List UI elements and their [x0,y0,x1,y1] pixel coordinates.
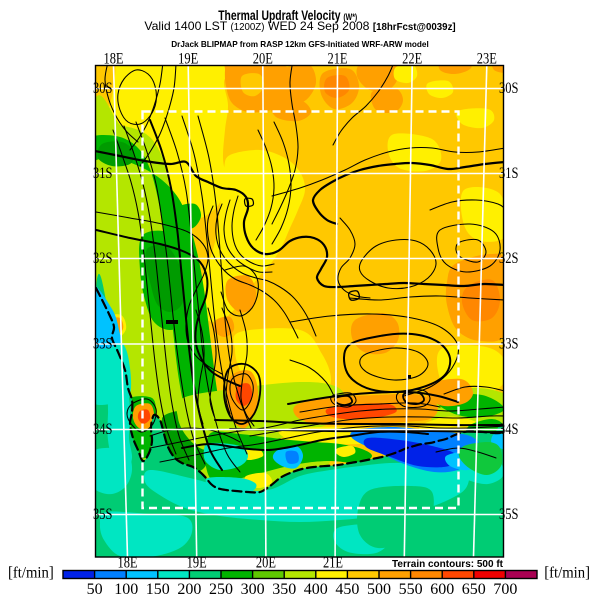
svg-text:35S: 35S [499,506,518,524]
svg-text:21E: 21E [323,554,343,572]
svg-text:Valid 1400 LST (1200Z) WED 24: Valid 1400 LST (1200Z) WED 24 Sep 2008 [… [144,19,455,33]
svg-text:31S: 31S [93,165,112,183]
svg-text:550: 550 [399,581,423,598]
svg-text:34S: 34S [93,421,112,439]
svg-text:18E: 18E [103,50,123,68]
svg-text:30S: 30S [499,80,518,98]
svg-text:34S: 34S [499,421,518,439]
svg-text:19E: 19E [178,50,198,68]
svg-text:21E: 21E [327,50,347,68]
svg-text:150: 150 [146,581,170,598]
svg-text:35S: 35S [93,506,112,524]
svg-text:300: 300 [241,581,265,598]
svg-text:DrJack BLIPMAP from RASP 12km: DrJack BLIPMAP from RASP 12km GFS-Initia… [171,40,429,49]
svg-text:32S: 32S [499,250,518,268]
svg-text:20E: 20E [256,554,276,572]
svg-text:200: 200 [177,581,201,598]
svg-text:Thermal Updraft Velocity (W*): Thermal Updraft Velocity (W*) [218,8,357,24]
svg-text:19E: 19E [187,554,207,572]
svg-text:700: 700 [493,581,517,598]
svg-text:31S: 31S [499,165,518,183]
svg-text:650: 650 [462,581,486,598]
svg-text:32S: 32S [93,250,112,268]
svg-text:250: 250 [209,581,233,598]
svg-text:50: 50 [87,581,103,598]
svg-text:23E: 23E [477,50,497,68]
svg-text:600: 600 [430,581,454,598]
svg-text:500: 500 [367,581,391,598]
svg-text:[ft/min]: [ft/min] [8,564,54,582]
svg-text:400: 400 [304,581,328,598]
svg-text:450: 450 [335,581,359,598]
svg-text:30S: 30S [93,80,112,98]
svg-text:Terrain contours: 500 ft: Terrain contours: 500 ft [392,559,504,570]
svg-text:350: 350 [272,581,296,598]
svg-text:18E: 18E [117,554,137,572]
svg-text:33S: 33S [499,335,518,353]
svg-text:[ft/min]: [ft/min] [544,564,590,582]
svg-text:20E: 20E [253,50,273,68]
svg-text:100: 100 [114,581,138,598]
svg-text:33S: 33S [93,335,112,353]
svg-text:22E: 22E [402,50,422,68]
